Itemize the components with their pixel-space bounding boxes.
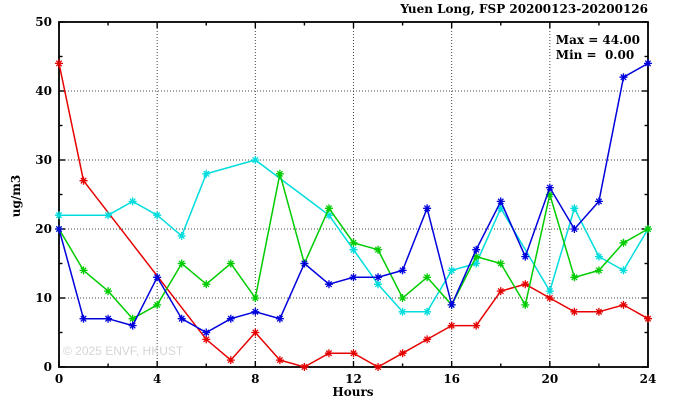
y-tick-label: 0	[44, 360, 52, 374]
gridlines	[59, 22, 648, 367]
y-tick-label: 20	[35, 222, 52, 236]
stats-annotation: Max = 44.00 Min = 0.00	[556, 33, 640, 63]
y-tick-label: 40	[35, 84, 52, 98]
series-blue	[55, 59, 652, 337]
x-tick-label: 12	[345, 372, 362, 386]
series-red	[55, 59, 652, 371]
y-tick-label: 30	[35, 153, 52, 167]
x-axis-label: Hours	[332, 385, 374, 399]
x-tick-label: 16	[443, 372, 460, 386]
chart-title: Yuen Long, FSP 20200123-20200126	[400, 2, 648, 16]
watermark: © 2025 ENVF, HKUST	[63, 344, 184, 358]
tick-labels: 0 4 8 12 16 20 24 0 10 20 30 40 50	[35, 15, 656, 386]
y-axis-label: ug/m3	[9, 174, 23, 218]
min-value-label: Min = 0.00	[555, 48, 635, 62]
x-tick-label: 8	[251, 372, 259, 386]
x-tick-label: 24	[640, 372, 657, 386]
x-tick-label: 4	[153, 372, 161, 386]
x-tick-label: 20	[541, 372, 558, 386]
series-markers-blue	[55, 59, 652, 337]
series-markers-cyan	[55, 156, 652, 316]
series-markers-red	[55, 59, 652, 371]
y-tick-label: 50	[35, 15, 52, 29]
max-value-label: Max = 44.00	[555, 33, 640, 47]
x-tick-label: 0	[55, 372, 63, 386]
series-line-red	[58, 63, 649, 368]
y-tick-label: 10	[35, 291, 52, 305]
